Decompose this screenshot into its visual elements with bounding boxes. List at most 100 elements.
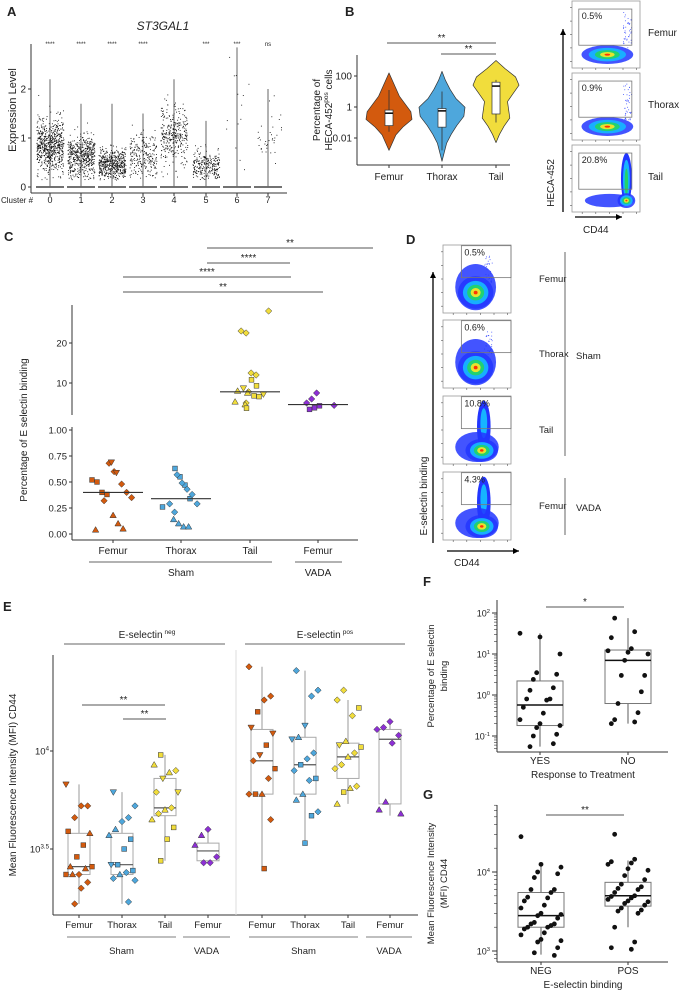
data-point [39, 148, 41, 149]
data-point [89, 158, 91, 160]
data-point [181, 136, 183, 138]
data-point [42, 144, 44, 146]
data-point [55, 155, 57, 157]
data-point [174, 126, 175, 128]
data-point [80, 144, 82, 146]
data-point [45, 147, 47, 149]
data-point [160, 155, 162, 157]
data-point [146, 145, 148, 147]
data-point [122, 154, 124, 156]
data-point [303, 755, 311, 763]
data-point [60, 161, 62, 163]
data-point [125, 168, 127, 170]
data-point [88, 153, 90, 154]
data-point [55, 167, 57, 169]
data-point [186, 160, 188, 162]
data-point [130, 143, 132, 145]
data-point [537, 721, 543, 727]
data-point [57, 159, 59, 161]
data-point [99, 168, 101, 170]
data-point [44, 160, 46, 162]
data-point [70, 175, 72, 177]
data-point [62, 142, 64, 144]
data-point [192, 164, 194, 166]
data-point [108, 159, 110, 161]
data-point [92, 145, 94, 147]
data-point [60, 155, 62, 157]
data-point [183, 485, 191, 493]
data-point [196, 159, 198, 160]
data-point [53, 139, 55, 141]
data-point [89, 148, 91, 150]
data-point [117, 157, 119, 159]
data-point [47, 160, 49, 162]
data-point [308, 395, 316, 403]
data-point [161, 134, 163, 136]
data-point [172, 118, 174, 120]
data-point [67, 163, 69, 165]
data-point [52, 161, 54, 163]
data-point [182, 125, 184, 127]
data-point [176, 111, 178, 113]
data-point [84, 153, 86, 155]
data-point [179, 122, 181, 124]
data-point [90, 155, 92, 157]
gate-percentage: 0.5% [582, 11, 603, 21]
data-point [99, 164, 101, 166]
data-point [111, 150, 112, 152]
data-point [192, 165, 194, 166]
data-point [112, 145, 114, 147]
data-point [40, 136, 42, 138]
data-point [163, 156, 165, 157]
data-point [167, 138, 169, 140]
data-point [358, 744, 364, 750]
tick-exponent: -1 [485, 732, 490, 738]
data-point [340, 686, 348, 694]
data-point [111, 161, 113, 163]
data-point [84, 163, 86, 165]
data-point [605, 861, 611, 867]
data-point [119, 170, 121, 172]
data-point [45, 167, 47, 169]
data-point [169, 148, 171, 150]
data-point [149, 161, 151, 163]
data-point [87, 161, 88, 163]
data-point [47, 150, 49, 152]
data-point [43, 161, 45, 163]
data-point [81, 157, 83, 159]
data-point [199, 164, 201, 166]
data-point [146, 153, 147, 155]
data-point [273, 95, 275, 97]
x-tick-label: Thorax [426, 172, 457, 183]
data-point [44, 147, 46, 149]
data-point [116, 165, 118, 167]
data-point [83, 159, 85, 161]
data-point [49, 169, 51, 171]
data-point [216, 174, 218, 176]
data-point [156, 160, 158, 162]
data-point [148, 815, 156, 823]
data-point [288, 736, 296, 743]
data-point [245, 663, 253, 671]
tick-exponent: 3 [487, 947, 490, 953]
data-point [174, 137, 176, 139]
data-point [47, 156, 49, 158]
data-point [72, 153, 74, 155]
x-axis-label: E-selectin binding [544, 980, 623, 991]
data-point [108, 174, 109, 176]
data-point [79, 144, 81, 146]
data-point [632, 939, 638, 945]
data-point [92, 155, 94, 157]
data-point [184, 522, 193, 530]
data-point [84, 173, 86, 175]
data-point [71, 814, 79, 822]
data-point [44, 169, 46, 171]
data-point [135, 171, 137, 173]
data-point [179, 522, 188, 530]
event-dot [625, 118, 627, 120]
data-point [161, 150, 163, 152]
data-point [180, 124, 182, 126]
gate-percentage: 0.6% [464, 323, 485, 333]
data-point [43, 132, 44, 134]
data-point [171, 146, 173, 148]
